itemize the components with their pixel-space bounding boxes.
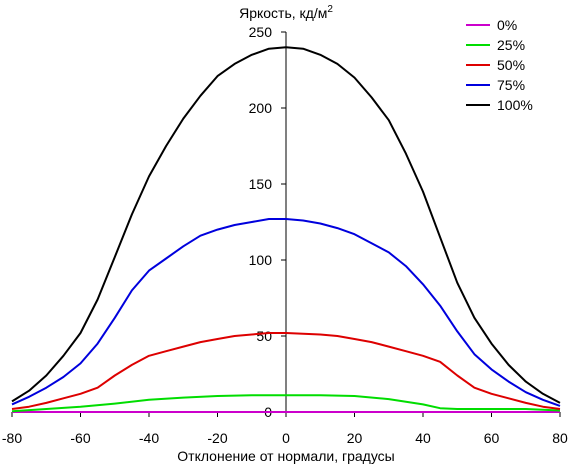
- legend-label: 50%: [497, 57, 525, 73]
- legend-label: 25%: [497, 37, 525, 53]
- series-line-75-percent: [11, 218, 561, 407]
- y-axis-title: Яркость, кд/м2: [239, 4, 333, 21]
- x-tick-label: -20: [207, 430, 227, 446]
- y-tick-label: 150: [249, 176, 273, 192]
- y-axis-title-superscript: 2: [327, 4, 333, 15]
- x-tick-label: 60: [484, 430, 500, 446]
- x-tick-label: 0: [282, 430, 290, 446]
- x-axis-title: Отклонение от нормали, градусы: [177, 448, 394, 464]
- x-tick-label: 40: [415, 430, 431, 446]
- x-tick-label: -60: [70, 430, 90, 446]
- x-tick-label: -80: [2, 430, 22, 446]
- y-tick-label: 250: [249, 24, 273, 40]
- legend-label: 75%: [497, 77, 525, 93]
- x-tick-label: 20: [347, 430, 363, 446]
- y-tick-label: 100: [249, 252, 273, 268]
- series-line-50-percent: [11, 332, 561, 410]
- x-tick-label: 80: [552, 430, 568, 446]
- legend: 0% 25% 50% 75% 100%: [466, 17, 533, 113]
- x-tick-labels: -80 -60 -40 -20 0 20 40 60 80: [2, 412, 568, 446]
- y-axis-title-text: Яркость, кд/м: [239, 5, 327, 21]
- y-tick-label: 200: [249, 100, 273, 116]
- series-lines: [11, 46, 561, 413]
- series-line-100-percent: [11, 46, 561, 404]
- axes: [12, 32, 560, 413]
- x-tick-label: -40: [139, 430, 159, 446]
- legend-label: 0%: [497, 17, 517, 33]
- series-line-25-percent: [11, 394, 561, 413]
- legend-label: 100%: [497, 97, 533, 113]
- y-tick-label: 50: [256, 328, 272, 344]
